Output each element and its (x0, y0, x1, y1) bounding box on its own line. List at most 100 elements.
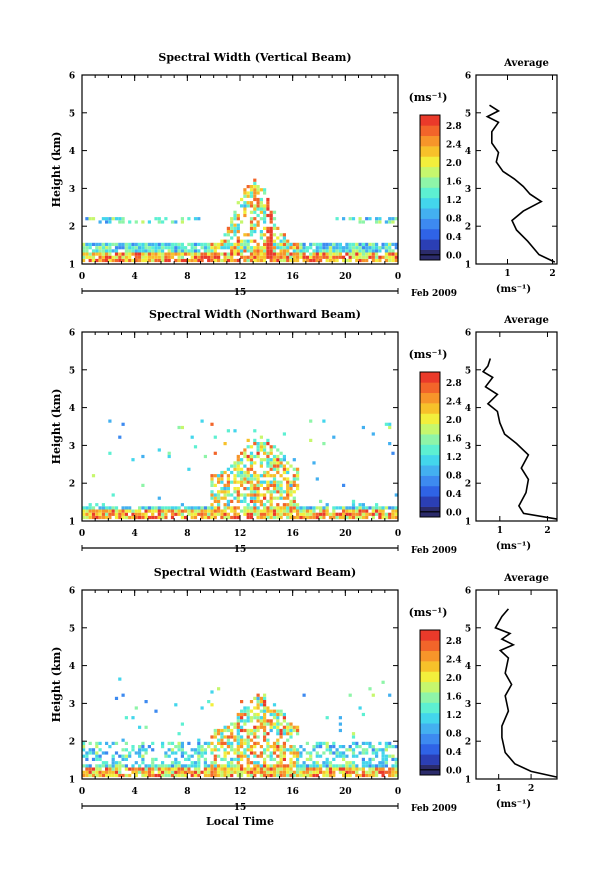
heatmap-cell (322, 515, 326, 520)
heatmap-cell (161, 509, 165, 513)
heatmap-cell (197, 217, 201, 221)
heatmap-cell (210, 761, 214, 765)
heatmap-cell (82, 246, 86, 250)
heatmap-cell (355, 773, 359, 778)
heatmap-cell (279, 249, 283, 253)
y-axis-label: Height (km) (50, 132, 63, 208)
heatmap-cell (167, 754, 171, 758)
heatmap-cell (154, 242, 158, 246)
heatmap-cell (394, 506, 398, 510)
heatmap-cell (246, 246, 250, 250)
heatmap-cell (361, 773, 365, 778)
heatmap-cell (121, 217, 125, 221)
heatmap-cell (223, 496, 227, 500)
heatmap-cell (259, 483, 263, 487)
heatmap-cell (269, 464, 273, 468)
heatmap-cell (351, 499, 356, 503)
heatmap-cell (279, 239, 283, 243)
heatmap-cell (253, 761, 257, 765)
heatmap-cell (236, 751, 240, 755)
heatmap-cell (217, 496, 221, 500)
heatmap-cell (394, 757, 398, 761)
heatmap-cell (144, 767, 148, 771)
colorbar-swatch (420, 187, 440, 199)
heatmap-cell (282, 249, 286, 253)
heatmap-cell (131, 249, 135, 253)
heatmap-cell (134, 220, 138, 224)
heatmap-cell (223, 754, 227, 758)
heatmap-cell (233, 490, 237, 494)
heatmap-cell (236, 745, 240, 749)
heatmap-cell (164, 242, 168, 246)
bottom-xlabel: Local Time (206, 815, 274, 828)
heatmap-cell (147, 249, 151, 253)
heatmap-cell (358, 249, 362, 253)
heatmap-cell (213, 732, 217, 736)
heatmap-cell (154, 509, 158, 513)
heatmap-cell (223, 242, 227, 246)
heatmap-cell (108, 515, 112, 520)
heatmap-cell (266, 230, 270, 234)
colorbar-swatch (420, 723, 440, 734)
heatmap-cell (177, 748, 181, 752)
heatmap-cell (82, 249, 86, 253)
average-x-tick-label: 2 (544, 526, 550, 536)
heatmap-cell (98, 220, 102, 224)
heatmap-cell (342, 258, 346, 263)
heatmap-cell (210, 249, 214, 253)
heatmap-cell (134, 255, 138, 259)
heatmap-cell (184, 249, 188, 253)
heatmap-cell (134, 252, 138, 256)
heatmap-cell (279, 480, 283, 484)
heatmap-cell (207, 512, 211, 516)
heatmap-cell (256, 696, 260, 700)
heatmap-cell (226, 761, 230, 765)
heatmap-cell (361, 764, 365, 768)
heatmap-cell (289, 745, 293, 749)
heatmap-cell (322, 761, 326, 765)
heatmap-cell (217, 509, 221, 513)
heatmap-cell (144, 773, 148, 778)
heatmap-cell (365, 748, 369, 752)
heatmap-cell (223, 773, 227, 778)
heatmap-cell (368, 506, 372, 510)
heatmap-cell (342, 509, 346, 513)
heatmap-cell (95, 242, 99, 246)
heatmap-cell (233, 226, 237, 230)
heatmap-cell (210, 252, 214, 256)
heatmap-cell (141, 741, 145, 745)
heatmap-cell (243, 194, 247, 198)
heatmap-cell (253, 217, 257, 221)
heatmap-cell (108, 451, 112, 455)
heatmap-cell (236, 213, 240, 218)
heatmap-cell (289, 490, 293, 494)
heatmap-cell (266, 770, 270, 774)
heatmap-cell (151, 764, 155, 768)
heatmap-cell (91, 757, 96, 761)
heatmap-cell (332, 770, 336, 774)
heatmap-cell (82, 258, 86, 263)
heatmap-cell (118, 767, 122, 771)
y-tick-label: 6 (69, 587, 75, 597)
heatmap-cell (378, 258, 382, 263)
heatmap-cell (128, 506, 132, 510)
heatmap-cell (256, 706, 260, 710)
heatmap-cell (365, 255, 369, 259)
heatmap-cell (315, 255, 319, 259)
heatmap-cell (256, 754, 260, 758)
heatmap-cell (233, 735, 237, 739)
heatmap-cell (233, 477, 237, 481)
heatmap-cell (309, 512, 313, 516)
heatmap-cell (263, 217, 267, 221)
heatmap-cell (217, 732, 221, 736)
heatmap-cell (138, 764, 142, 768)
heatmap-cell (272, 773, 277, 778)
heatmap-cell (243, 754, 247, 758)
heatmap-cell (91, 512, 96, 516)
heatmap-cell (243, 738, 247, 742)
heatmap-cell (335, 242, 339, 246)
heatmap-cell (95, 741, 99, 745)
heatmap-cell (161, 249, 165, 253)
heatmap-cell (174, 246, 178, 250)
heatmap-cell (98, 252, 102, 256)
